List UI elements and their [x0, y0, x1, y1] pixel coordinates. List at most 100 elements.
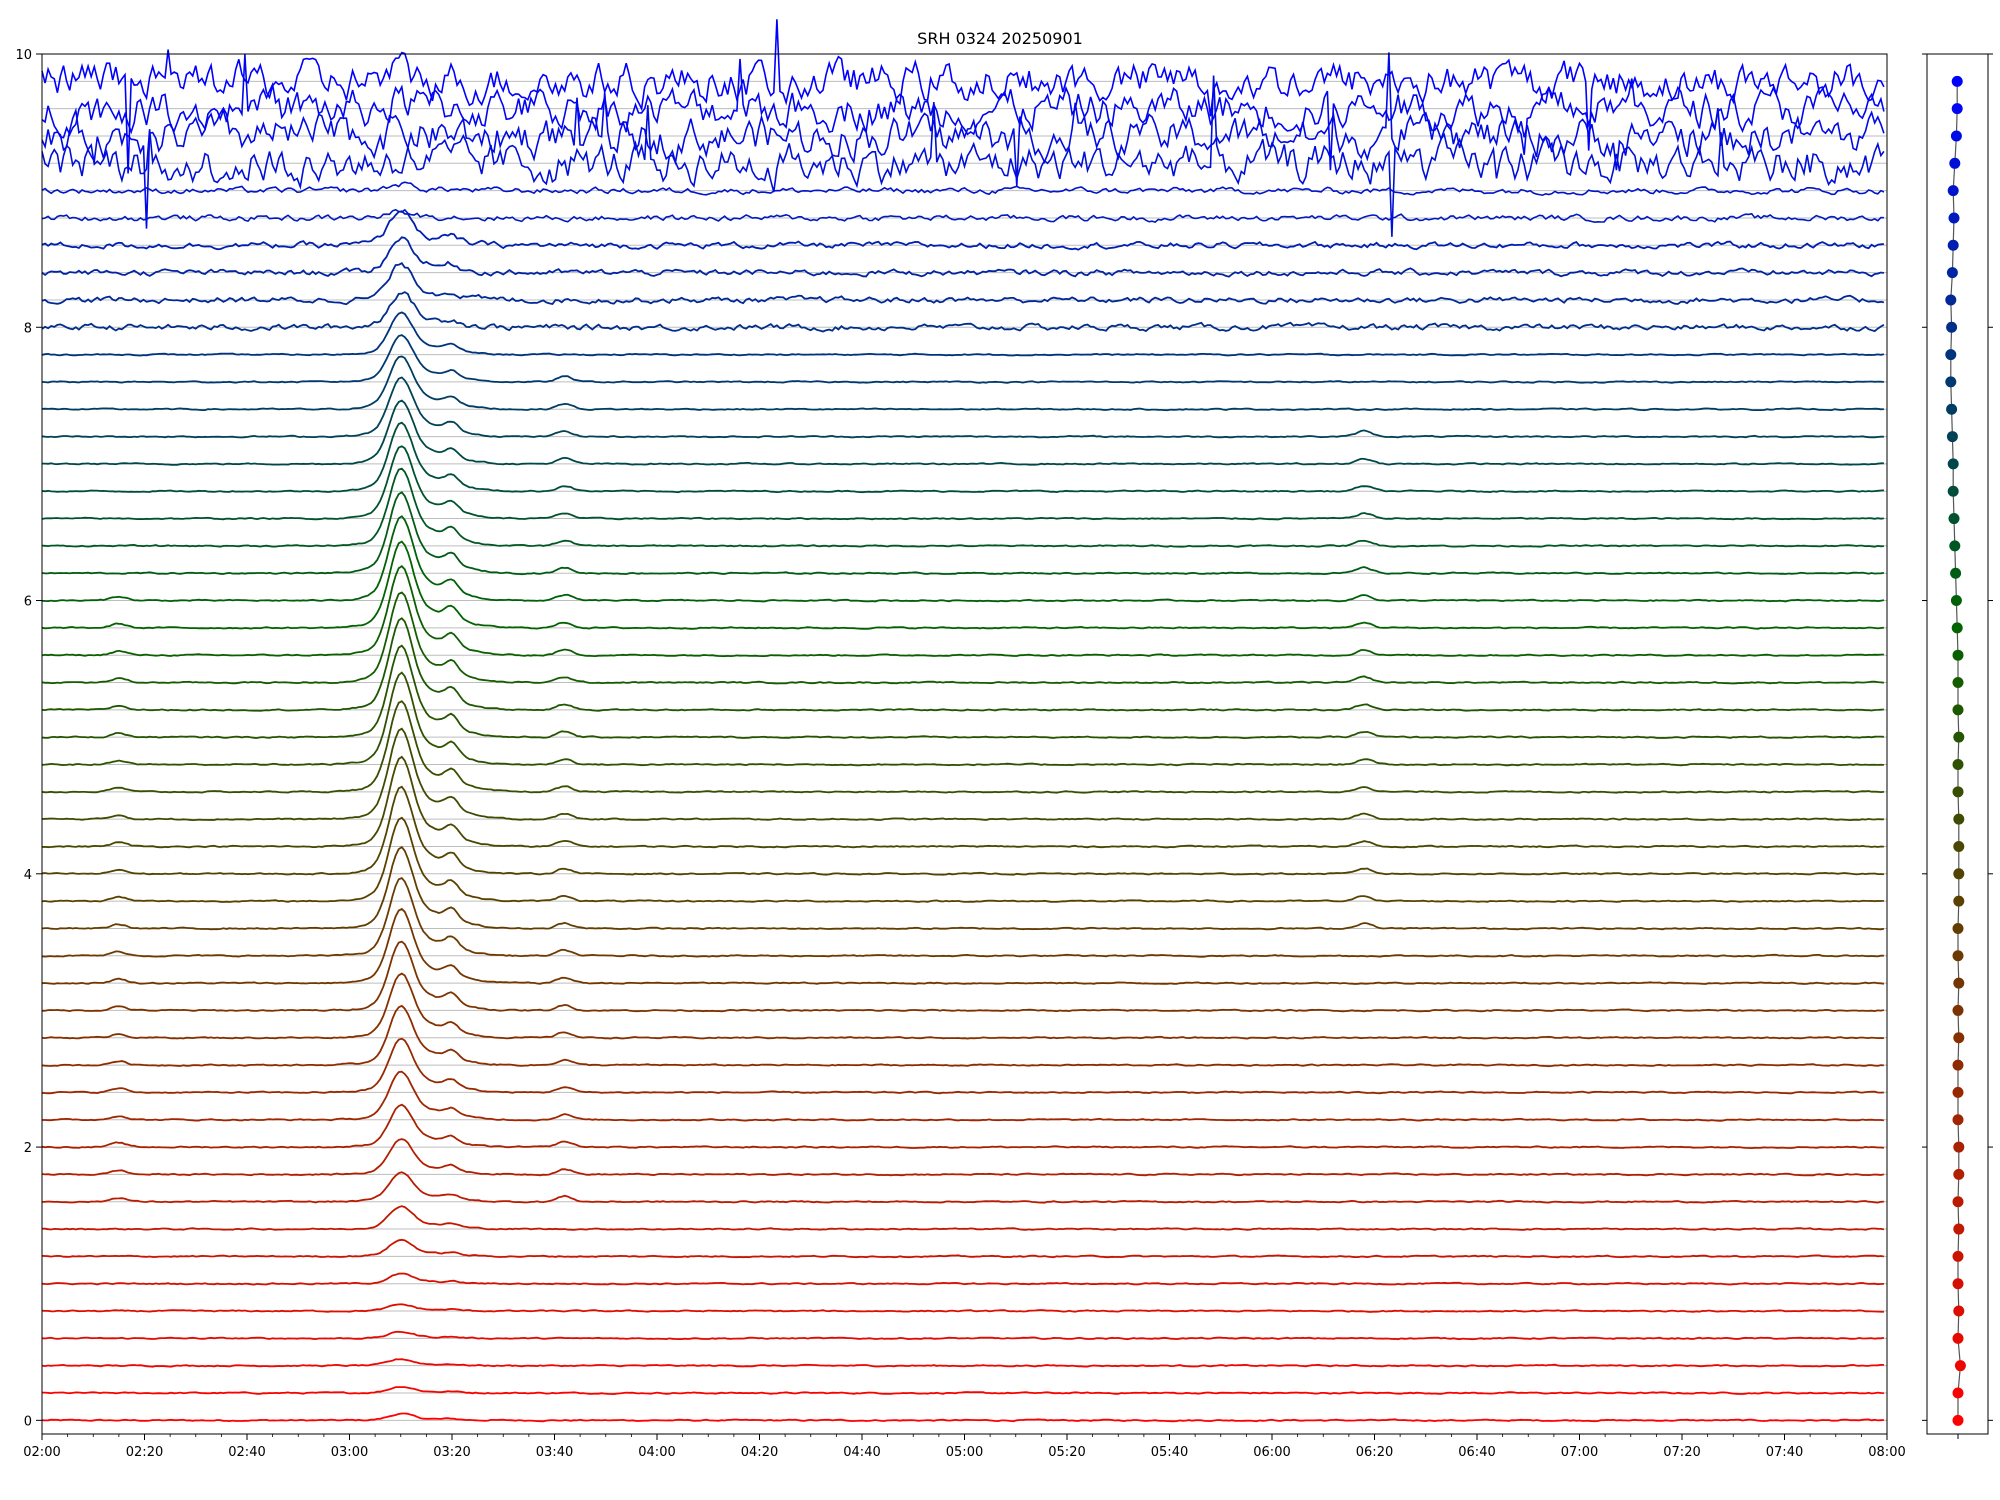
trace-line	[41, 515, 1885, 603]
trace-line	[41, 421, 1884, 494]
side-point	[1951, 75, 1963, 87]
side-point	[1952, 1387, 1964, 1399]
side-point	[1947, 458, 1959, 470]
trace-line	[41, 208, 1884, 224]
side-point	[1952, 1196, 1964, 1208]
trace-line	[41, 291, 1885, 333]
side-point	[1949, 157, 1961, 169]
trace-line	[41, 1103, 1884, 1150]
trace-line	[41, 467, 1884, 548]
side-point	[1953, 840, 1965, 852]
side-point	[1953, 731, 1965, 743]
x-tick-label: 08:00	[1868, 1445, 1905, 1460]
trace-line	[41, 540, 1884, 630]
x-tick-label: 06:00	[1253, 1445, 1290, 1460]
side-point	[1946, 321, 1958, 333]
trace-line	[41, 671, 1884, 767]
side-point	[1952, 1059, 1964, 1071]
trace-line	[41, 972, 1884, 1040]
trace-line	[41, 727, 1884, 822]
trace-line	[41, 236, 1885, 278]
trace-line	[41, 816, 1884, 903]
side-point	[1950, 130, 1962, 142]
side-point	[1952, 677, 1964, 689]
x-tick-label: 04:20	[741, 1445, 778, 1460]
trace-line	[41, 1037, 1884, 1095]
x-tick-label: 07:00	[1561, 1445, 1598, 1460]
trace-line	[41, 1138, 1885, 1177]
trace-line	[41, 700, 1884, 794]
side-point	[1945, 349, 1957, 361]
side-point	[1948, 212, 1960, 224]
side-point	[1945, 376, 1957, 388]
x-tick-label: 05:40	[1151, 1445, 1188, 1460]
side-point	[1952, 1086, 1964, 1098]
side-point	[1945, 294, 1957, 306]
trace-line	[41, 845, 1885, 931]
trace-series-group	[41, 19, 1885, 1423]
y-tick-label: 4	[24, 868, 32, 883]
side-point	[1952, 1250, 1964, 1262]
trace-line	[42, 399, 1884, 466]
trace-line	[41, 1330, 1885, 1341]
trace-line	[41, 355, 1884, 412]
trace-line	[41, 644, 1884, 740]
main-plot-area: 02:00 02:20 02:40 03:00 03:20 03:40 04:00 04:20…	[15, 19, 1906, 1460]
side-point	[1952, 922, 1964, 934]
trace-line	[41, 785, 1884, 876]
trace-line	[41, 491, 1885, 576]
y-tick-label: 6	[24, 595, 32, 610]
side-point	[1953, 813, 1965, 825]
side-point	[1952, 1114, 1964, 1126]
side-point	[1948, 513, 1960, 525]
side-point	[1946, 431, 1958, 443]
x-tick-label: 03:00	[331, 1445, 368, 1460]
x-tick-label: 05:20	[1048, 1445, 1085, 1460]
trace-line	[42, 1070, 1885, 1122]
y-axis-ticks: 0 2 4 6 8 10	[15, 48, 42, 1429]
x-tick-label: 02:00	[23, 1445, 60, 1460]
side-point	[1953, 1141, 1965, 1153]
x-axis-ticks: 02:00 02:20 02:40 03:00 03:20 03:40 04:00 04:20…	[23, 1434, 1906, 1460]
side-point	[1952, 649, 1964, 661]
side-point	[1947, 185, 1959, 197]
side-point	[1953, 895, 1965, 907]
trace-line	[41, 565, 1884, 658]
trace-line	[41, 1303, 1884, 1313]
x-tick-label: 02:40	[228, 1445, 265, 1460]
x-tick-label: 03:20	[433, 1445, 470, 1460]
side-point	[1953, 1223, 1965, 1235]
side-point	[1946, 403, 1958, 415]
trace-line	[41, 1004, 1884, 1068]
trace-line	[41, 907, 1885, 985]
side-point	[1953, 1168, 1965, 1180]
side-point	[1951, 103, 1963, 115]
side-point	[1953, 1305, 1965, 1317]
x-tick-label: 06:20	[1356, 1445, 1393, 1460]
trace-line	[41, 877, 1884, 958]
trace-line	[41, 376, 1884, 439]
x-tick-label: 03:40	[536, 1445, 573, 1460]
x-tick-label: 06:40	[1458, 1445, 1495, 1460]
x-tick-label: 04:00	[638, 1445, 675, 1460]
x-tick-label: 04:40	[843, 1445, 880, 1460]
trace-line	[41, 1358, 1884, 1368]
side-point	[1952, 704, 1964, 716]
trace-line	[41, 75, 1885, 237]
side-point	[1952, 950, 1964, 962]
trace-line	[41, 334, 1884, 384]
trace-line	[41, 1272, 1884, 1286]
trace-line	[41, 52, 1885, 229]
trace-line	[41, 262, 1885, 306]
trace-line	[41, 1171, 1884, 1204]
trace-line	[41, 1238, 1885, 1259]
side-point	[1951, 622, 1963, 634]
trace-line	[42, 1205, 1885, 1231]
y-tick-label: 10	[15, 48, 32, 63]
trace-line	[42, 1386, 1884, 1396]
trace-line	[41, 617, 1884, 712]
side-point	[1952, 1004, 1964, 1016]
side-offset-points	[1945, 75, 1966, 1426]
y-tick-label: 2	[24, 1141, 32, 1156]
